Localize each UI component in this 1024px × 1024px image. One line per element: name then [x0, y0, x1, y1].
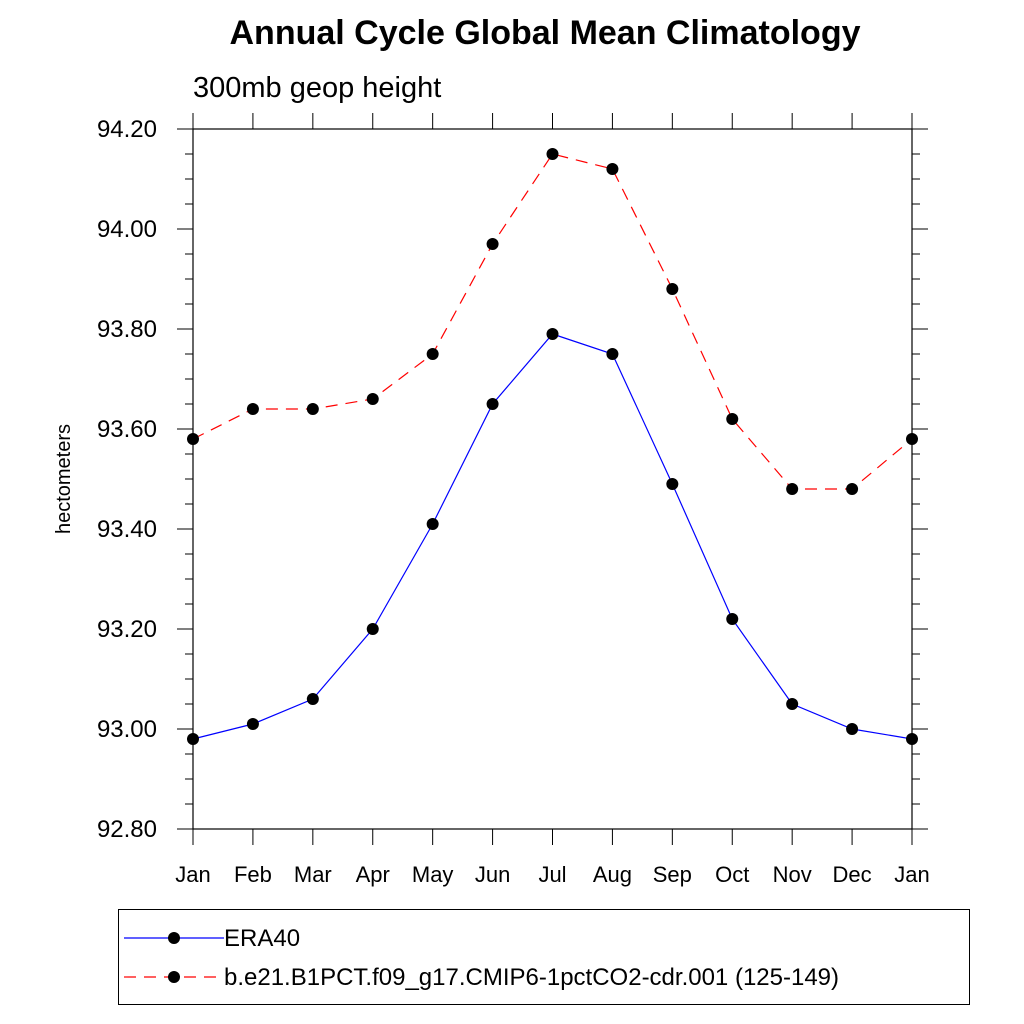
y-tick-label: 93.40 — [97, 516, 157, 543]
data-point — [726, 613, 739, 625]
data-point — [426, 518, 439, 530]
data-point — [606, 163, 619, 175]
data-point — [786, 483, 799, 495]
x-tick-label: May — [412, 862, 454, 887]
data-point — [366, 623, 379, 635]
line-chart: 92.80 93.00 93.20 93.40 93.60 93.80 94.00 94.20… — [53, 113, 930, 887]
data-point — [306, 693, 319, 705]
x-tick-label: Jun — [475, 862, 510, 887]
data-point — [846, 723, 859, 735]
x-tick-label: Oct — [715, 862, 749, 887]
legend-swatch-marker — [168, 932, 180, 944]
series-0 — [187, 328, 918, 745]
data-point — [846, 483, 859, 495]
series-line — [192, 153, 913, 490]
y-tick-label: 93.00 — [97, 716, 157, 743]
y-tick-label: 94.20 — [97, 116, 157, 143]
legend-label: ERA40 — [224, 925, 301, 952]
y-tick-label: 93.60 — [97, 416, 157, 443]
x-tick-label: Dec — [833, 862, 872, 887]
plot-frame — [192, 128, 913, 830]
data-point — [726, 413, 739, 425]
data-point — [906, 433, 918, 445]
data-point — [546, 328, 559, 340]
x-tick-label: Jan — [175, 862, 210, 887]
data-point — [666, 283, 679, 295]
chart-subtitle: 300mb geop height — [193, 72, 442, 104]
data-point — [246, 718, 259, 730]
y-tick-label: 93.20 — [97, 616, 157, 643]
data-point — [246, 403, 259, 415]
chart-title: Annual Cycle Global Mean Climatology — [229, 14, 861, 52]
data-point — [366, 393, 379, 405]
data-point — [666, 478, 679, 490]
data-point — [486, 398, 499, 410]
legend-item-cmip6: b.e21.B1PCT.f09_g17.CMIP6-1pctCO2-cdr.00… — [119, 958, 969, 996]
data-point — [306, 403, 319, 415]
series-1 — [187, 148, 918, 495]
data-point — [786, 698, 799, 710]
x-tick-label: Jul — [538, 862, 566, 887]
series-line — [192, 333, 913, 740]
data-point — [187, 433, 199, 445]
data-point — [606, 348, 619, 360]
data-point — [426, 348, 439, 360]
x-tick-label: Feb — [234, 862, 272, 887]
y-tick-label: 93.80 — [97, 316, 157, 343]
legend-swatch-marker — [168, 971, 180, 983]
x-tick-label: Mar — [294, 862, 332, 887]
y-tick-label: 92.80 — [97, 816, 157, 843]
data-point — [546, 148, 559, 160]
x-tick-label: Sep — [653, 862, 692, 887]
data-point — [187, 733, 199, 745]
data-point — [906, 733, 918, 745]
data-point — [486, 238, 499, 250]
y-tick-label: 94.00 — [97, 216, 157, 243]
x-tick-label: Apr — [356, 862, 390, 887]
legend-label: b.e21.B1PCT.f09_g17.CMIP6-1pctCO2-cdr.00… — [224, 964, 840, 991]
y-axis-label: hectometers — [53, 424, 75, 534]
x-tick-label: Jan — [894, 862, 929, 887]
x-tick-label: Nov — [773, 862, 812, 887]
legend: ERA40 b.e21.B1PCT.f09_g17.CMIP6-1pctCO2-… — [118, 909, 970, 1005]
x-tick-label: Aug — [593, 862, 632, 887]
legend-item-era40: ERA40 — [119, 919, 969, 957]
